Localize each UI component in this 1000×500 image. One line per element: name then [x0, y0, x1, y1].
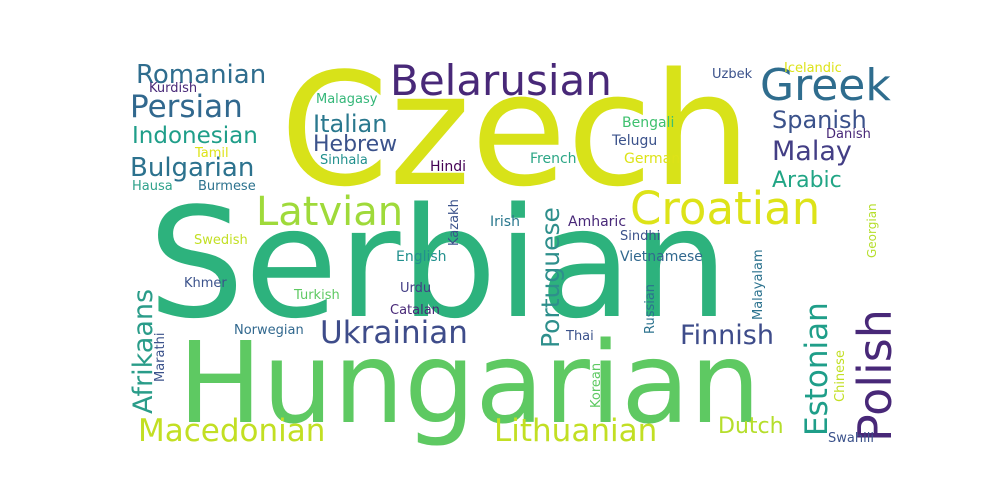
word-sinhala: Sinhala	[320, 153, 368, 168]
word-spanish: Spanish	[772, 106, 867, 134]
word-malayalam: Malayalam	[751, 249, 766, 320]
word-croatian: Croatian	[630, 182, 821, 235]
word-kurdish: Kurdish	[149, 81, 198, 96]
word-czech: Czech	[280, 39, 752, 221]
word-serbian: Serbian	[148, 175, 729, 352]
word-dutch: Dutch	[718, 414, 784, 439]
word-swahili: Swahili	[828, 431, 874, 446]
word-chinese: Chinese	[833, 350, 848, 402]
word-georgian: Georgian	[865, 203, 879, 258]
word-german: German	[624, 151, 681, 167]
word-vietnamese: Vietnamese	[620, 249, 703, 265]
word-persian: Persian	[130, 89, 243, 125]
word-norwegian: Norwegian	[234, 323, 304, 338]
word-bengali: Bengali	[622, 115, 675, 131]
word-belarusian: Belarusian	[390, 56, 612, 105]
word-polish: Polish	[848, 309, 902, 442]
word-greek: Greek	[760, 60, 891, 111]
word-malay: Malay	[772, 136, 852, 167]
word-french: French	[530, 151, 577, 167]
word-malagasy: Malagasy	[316, 92, 378, 107]
word-kazakh: Kazakh	[447, 199, 462, 246]
word-hindi: Hindi	[430, 159, 467, 175]
word-sindhi: Sindhi	[620, 229, 661, 244]
word-italian: Italian	[313, 110, 388, 138]
word-tamil: Tamil	[195, 146, 229, 161]
word-catalan: Catalan	[390, 303, 440, 318]
word-urdu: Urdu	[400, 281, 432, 296]
word-romanian: Romanian	[136, 60, 267, 90]
word-russian: Russian	[643, 283, 658, 334]
word-macedonian: Macedonian	[138, 413, 326, 449]
word-english: English	[396, 249, 447, 265]
word-hausa: Hausa	[132, 179, 173, 194]
word-uzbek: Uzbek	[712, 67, 753, 82]
word-ukrainian: Ukrainian	[320, 315, 468, 351]
word-swedish: Swedish	[194, 233, 248, 248]
word-finnish: Finnish	[680, 320, 774, 351]
word-lithuanian: Lithuanian	[494, 413, 658, 449]
word-estonian: Estonian	[799, 302, 835, 436]
word-portuguese: Portuguese	[536, 207, 565, 348]
word-arabic: Arabic	[772, 168, 842, 193]
word-marathi: Marathi	[153, 332, 168, 382]
word-thai: Thai	[566, 329, 594, 344]
word-irish: Irish	[490, 214, 520, 230]
word-khmer: Khmer	[184, 276, 227, 291]
word-indonesian: Indonesian	[132, 123, 258, 149]
word-latvian: Latvian	[256, 189, 404, 235]
word-hebrew: Hebrew	[313, 132, 398, 157]
word-bulgarian: Bulgarian	[130, 153, 255, 183]
word-burmese: Burmese	[198, 179, 256, 194]
word-hungarian: Hungarian	[178, 319, 761, 449]
word-korean: Korean	[589, 362, 604, 408]
word-turkish: Turkish	[294, 288, 340, 303]
word-amharic: Amharic	[568, 214, 627, 230]
word-telugu: Telugu	[612, 133, 658, 149]
word-danish: Danish	[826, 127, 871, 142]
word-icelandic: Icelandic	[784, 61, 842, 76]
